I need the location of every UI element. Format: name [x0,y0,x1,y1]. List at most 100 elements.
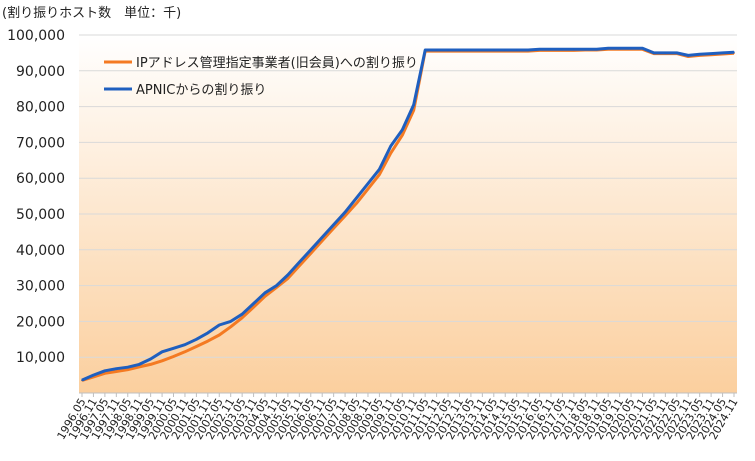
data-point [367,188,369,190]
data-point [149,363,152,366]
legend: IPアドレス管理指定事業者(旧会員)への割り振り APNICからの割り振り [104,55,418,98]
data-point [470,49,472,51]
data-point [424,49,426,51]
data-point [492,49,495,51]
data-point [275,284,278,287]
data-point [229,325,232,328]
data-point [126,366,129,369]
data-point [104,372,106,375]
data-point [378,168,381,171]
data-point [332,223,335,226]
data-point [184,351,186,353]
data-point [207,340,209,342]
y-tick-label: 10,000 [16,350,65,366]
data-point [252,306,255,308]
data-point [355,197,358,199]
data-point [218,334,221,336]
data-point [184,343,186,346]
data-point [367,182,369,185]
data-point [538,48,541,51]
unit-note: (割り振りホスト数 単位：千) [2,6,182,21]
series-lines [81,46,735,382]
data-point [92,374,95,376]
data-point [229,320,232,323]
data-point [298,265,301,267]
data-point [161,351,163,353]
data-point [332,227,335,230]
legend-label: APNICからの割り振り [136,82,266,98]
y-axis: 10,000 20,000 30,000 40,000 50,000 60,000 70,0… [7,28,65,366]
data-point [721,52,724,54]
data-point [401,129,404,131]
data-point [172,347,175,350]
data-point [390,145,392,147]
data-point [126,368,129,371]
data-point [252,302,255,305]
data-point [435,49,438,51]
data-point [115,367,118,370]
series-line [81,46,735,382]
data-point [390,152,392,154]
data-point [641,47,644,50]
data-point [138,366,140,368]
y-tick-label: 50,000 [16,207,65,223]
data-point [527,49,529,51]
data-point [241,317,243,319]
data-point [618,47,621,50]
data-point [412,109,415,111]
data-point [81,379,83,381]
data-point [287,277,289,280]
data-point [115,370,118,373]
data-point [207,332,209,334]
x-axis: 1996.051996.111997.051997.111998.051998.… [55,392,741,442]
y-tick-label: 20,000 [16,314,65,330]
y-tick-label: 70,000 [16,135,65,151]
y-tick-label: 30,000 [16,279,65,295]
data-point [504,49,507,51]
data-point [573,48,575,51]
data-point [344,214,346,217]
data-point [344,211,346,214]
data-point [195,345,198,348]
data-point [607,47,609,50]
data-point [309,252,312,255]
data-point [481,49,484,51]
data-point [676,52,678,54]
data-point [698,53,701,56]
data-point [595,48,598,51]
data-point [515,49,518,51]
data-point [687,54,690,57]
data-point [138,363,140,366]
data-point [309,249,312,251]
data-point [653,52,655,54]
data-point [710,52,712,55]
data-point [550,48,552,51]
data-point [264,295,266,298]
data-point [664,52,667,54]
data-point [161,359,163,362]
y-tick-label: 80,000 [16,100,65,116]
data-point [630,47,632,50]
data-point [584,48,587,51]
data-point [447,49,449,51]
data-point [241,313,243,316]
gridlines [79,34,737,358]
data-point [733,51,735,53]
data-point [104,370,106,372]
data-point [195,338,198,341]
data-point [321,240,324,242]
data-point [401,134,404,137]
data-point [321,236,324,239]
data-point [218,324,221,326]
data-point [458,49,461,51]
data-point [287,274,289,276]
y-tick-label: 90,000 [16,64,65,80]
data-point [412,104,415,106]
y-tick-label: 40,000 [16,243,65,259]
data-point [378,173,381,176]
data-point [264,291,266,294]
data-point [298,261,301,264]
y-tick-label: 100,000 [7,28,65,44]
data-point [172,355,175,358]
y-tick-label: 60,000 [16,171,65,187]
